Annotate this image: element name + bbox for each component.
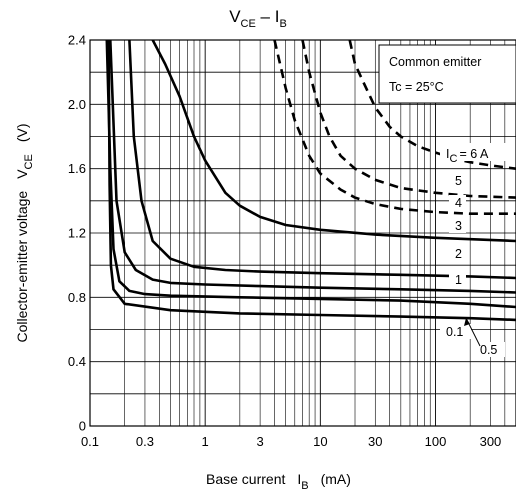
y-axis-title: Collector-emitter voltage VCE (V): [14, 123, 35, 342]
y-tick-label: 2.4: [68, 33, 86, 48]
curve-label-bg: [440, 324, 471, 339]
x-axis-title-sym: I: [297, 471, 301, 487]
chart-title: VCE – IB: [229, 7, 287, 30]
y-tick-label: 0.4: [68, 354, 86, 369]
y-tick-label: 0: [79, 419, 86, 434]
x-axis-title-unit: (mA): [321, 471, 351, 487]
x-tick-label: 0.3: [136, 434, 154, 449]
curve-label-bg: [449, 218, 466, 233]
y-axis-title-sub: CE: [23, 154, 35, 169]
legend-box: Common emitter Tc = 25°C: [378, 44, 516, 104]
title-sub-1: CE: [241, 18, 256, 30]
curve-label-bg: [449, 195, 466, 210]
y-axis-title-sym: V: [14, 169, 30, 179]
curve-labels: 5 4 3 2 1 0.1 0.5: [440, 173, 505, 357]
x-tick-label: 0.1: [81, 434, 99, 449]
y-axis-title-unit: (V): [14, 123, 30, 142]
x-tick-label: 10: [313, 434, 327, 449]
ic-value: = 6 A: [459, 147, 489, 161]
ic-sym: I: [446, 147, 449, 161]
tick-labels: 0.1 0.3 1 3 10 30 100 300 0 0.4 0.8 1.2 1.6 2.0 2.4: [68, 33, 501, 450]
x-axis-title: Base current IB (mA): [206, 471, 351, 492]
x-tick-label: 300: [480, 434, 502, 449]
series-line-3: [151, 40, 516, 243]
title-mid: – I: [256, 7, 280, 26]
ic-annotation-bg: [440, 143, 508, 161]
x-tick-label: 3: [256, 434, 263, 449]
curve-label-0-1: 0.1: [446, 325, 463, 339]
series-line-2: [128, 40, 516, 280]
series-line-0-1: [107, 40, 516, 322]
ic-annotation-label: IC = 6 A: [446, 147, 489, 165]
y-tick-label: 0.8: [68, 290, 86, 305]
x-tick-label: 100: [425, 434, 447, 449]
curve-label-5: 5: [455, 174, 462, 188]
curve-label-3: 3: [455, 219, 462, 233]
curve-label-bg: [449, 173, 466, 188]
curve-label-0-5: 0.5: [480, 343, 497, 357]
legend-box-frame: [378, 44, 516, 104]
curve-label-bg: [474, 342, 505, 357]
grid: [89, 39, 516, 427]
curve-label-bg: [449, 246, 466, 261]
x-axis-title-sub: B: [301, 480, 308, 492]
y-tick-label: 1.6: [68, 161, 86, 176]
curve-label-4: 4: [455, 196, 462, 210]
ic-sub: C: [449, 153, 457, 165]
series-line-1: [109, 40, 516, 294]
y-axis-title-main: Collector-emitter voltage: [14, 191, 30, 343]
series-line-4: [273, 40, 516, 215]
series-line-6: [348, 40, 516, 170]
legend-line-1: Common emitter: [389, 55, 481, 69]
x-tick-label: 1: [202, 434, 209, 449]
curve-label-1: 1: [455, 273, 462, 287]
y-tick-label: 2.0: [68, 97, 86, 112]
curves: [105, 40, 516, 322]
x-axis-title-main: Base current: [206, 471, 285, 487]
plot-frame: [89, 39, 516, 427]
series-line-5: [301, 40, 516, 199]
x-tick-label: 30: [368, 434, 382, 449]
y-tick-label: 1.2: [68, 226, 86, 241]
series-line-0-5: [105, 40, 516, 309]
curve-label-bg: [449, 272, 466, 287]
ic-annotation: IC = 6 A: [440, 143, 508, 165]
title-main: V: [229, 7, 241, 26]
curve-label-arrowhead: [464, 318, 470, 326]
legend-line-2: Tc = 25°C: [389, 80, 444, 94]
curve-label-2: 2: [455, 247, 462, 261]
title-sub-2: B: [279, 18, 286, 30]
